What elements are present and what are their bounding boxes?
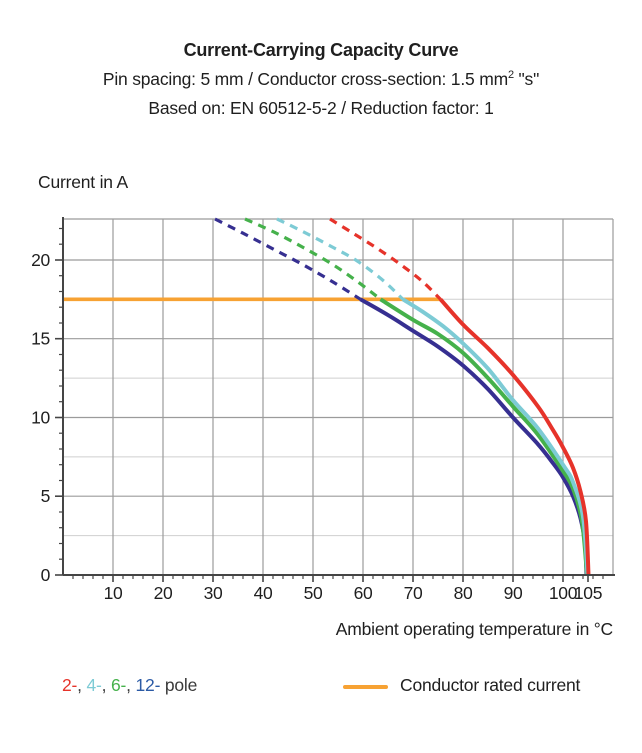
x-axis-title: Ambient operating temperature in °C	[335, 619, 613, 639]
svg-text:20: 20	[31, 250, 50, 270]
svg-text:10: 10	[31, 408, 50, 428]
figure-title: Current-Carrying Capacity Curve	[183, 40, 459, 60]
rated-current-label: Conductor rated current	[400, 675, 581, 695]
pole-legend-item: 4-	[86, 675, 102, 695]
svg-text:70: 70	[404, 583, 423, 603]
figure-header: Current-Carrying Capacity Curve Pin spac…	[0, 36, 642, 123]
pole-legend-item: 12-	[135, 675, 161, 695]
svg-text:90: 90	[504, 583, 523, 603]
figure-subtitle: Pin spacing: 5 mm / Conductor cross-sect…	[0, 65, 642, 94]
rated-current-line-swatch	[343, 684, 388, 689]
svg-text:15: 15	[31, 329, 50, 349]
svg-text:5: 5	[41, 486, 50, 506]
svg-text:105: 105	[574, 583, 602, 603]
capacity-chart: 10 20 30 40 50 60 70 80 90 100 105 0 5 10 15 20	[31, 217, 615, 603]
svg-text:50: 50	[304, 583, 323, 603]
subtitle-superscript: 2	[507, 69, 514, 82]
pole-legend-separator: ,	[126, 675, 136, 695]
figure-basis-line: Based on: EN 60512-5-2 / Reduction facto…	[148, 98, 494, 118]
svg-text:20: 20	[154, 583, 173, 603]
subtitle-tail: "s"	[513, 69, 540, 89]
svg-text:100: 100	[549, 583, 578, 603]
svg-text:60: 60	[354, 583, 373, 603]
rated-current-legend: Conductor rated current	[343, 675, 580, 696]
svg-text:30: 30	[204, 583, 223, 603]
pole-legend-suffix: pole	[160, 675, 198, 695]
svg-text:40: 40	[254, 583, 273, 603]
pole-legend-separator: ,	[77, 675, 87, 695]
subtitle-main: Pin spacing: 5 mm / Conductor cross-sect…	[102, 69, 508, 89]
pole-legend-separator: ,	[101, 675, 111, 695]
svg-text:80: 80	[454, 583, 473, 603]
svg-text:10: 10	[104, 583, 123, 603]
pole-legend-item: 6-	[111, 675, 127, 695]
y-axis-title: Current in A	[38, 172, 129, 192]
legend-row: 2-, 4-, 6-, 12- pole Conductor rated cur…	[0, 675, 642, 701]
pole-legend-item: 2-	[62, 675, 78, 695]
pole-legend: 2-, 4-, 6-, 12- pole	[62, 675, 197, 696]
svg-text:0: 0	[41, 565, 51, 585]
